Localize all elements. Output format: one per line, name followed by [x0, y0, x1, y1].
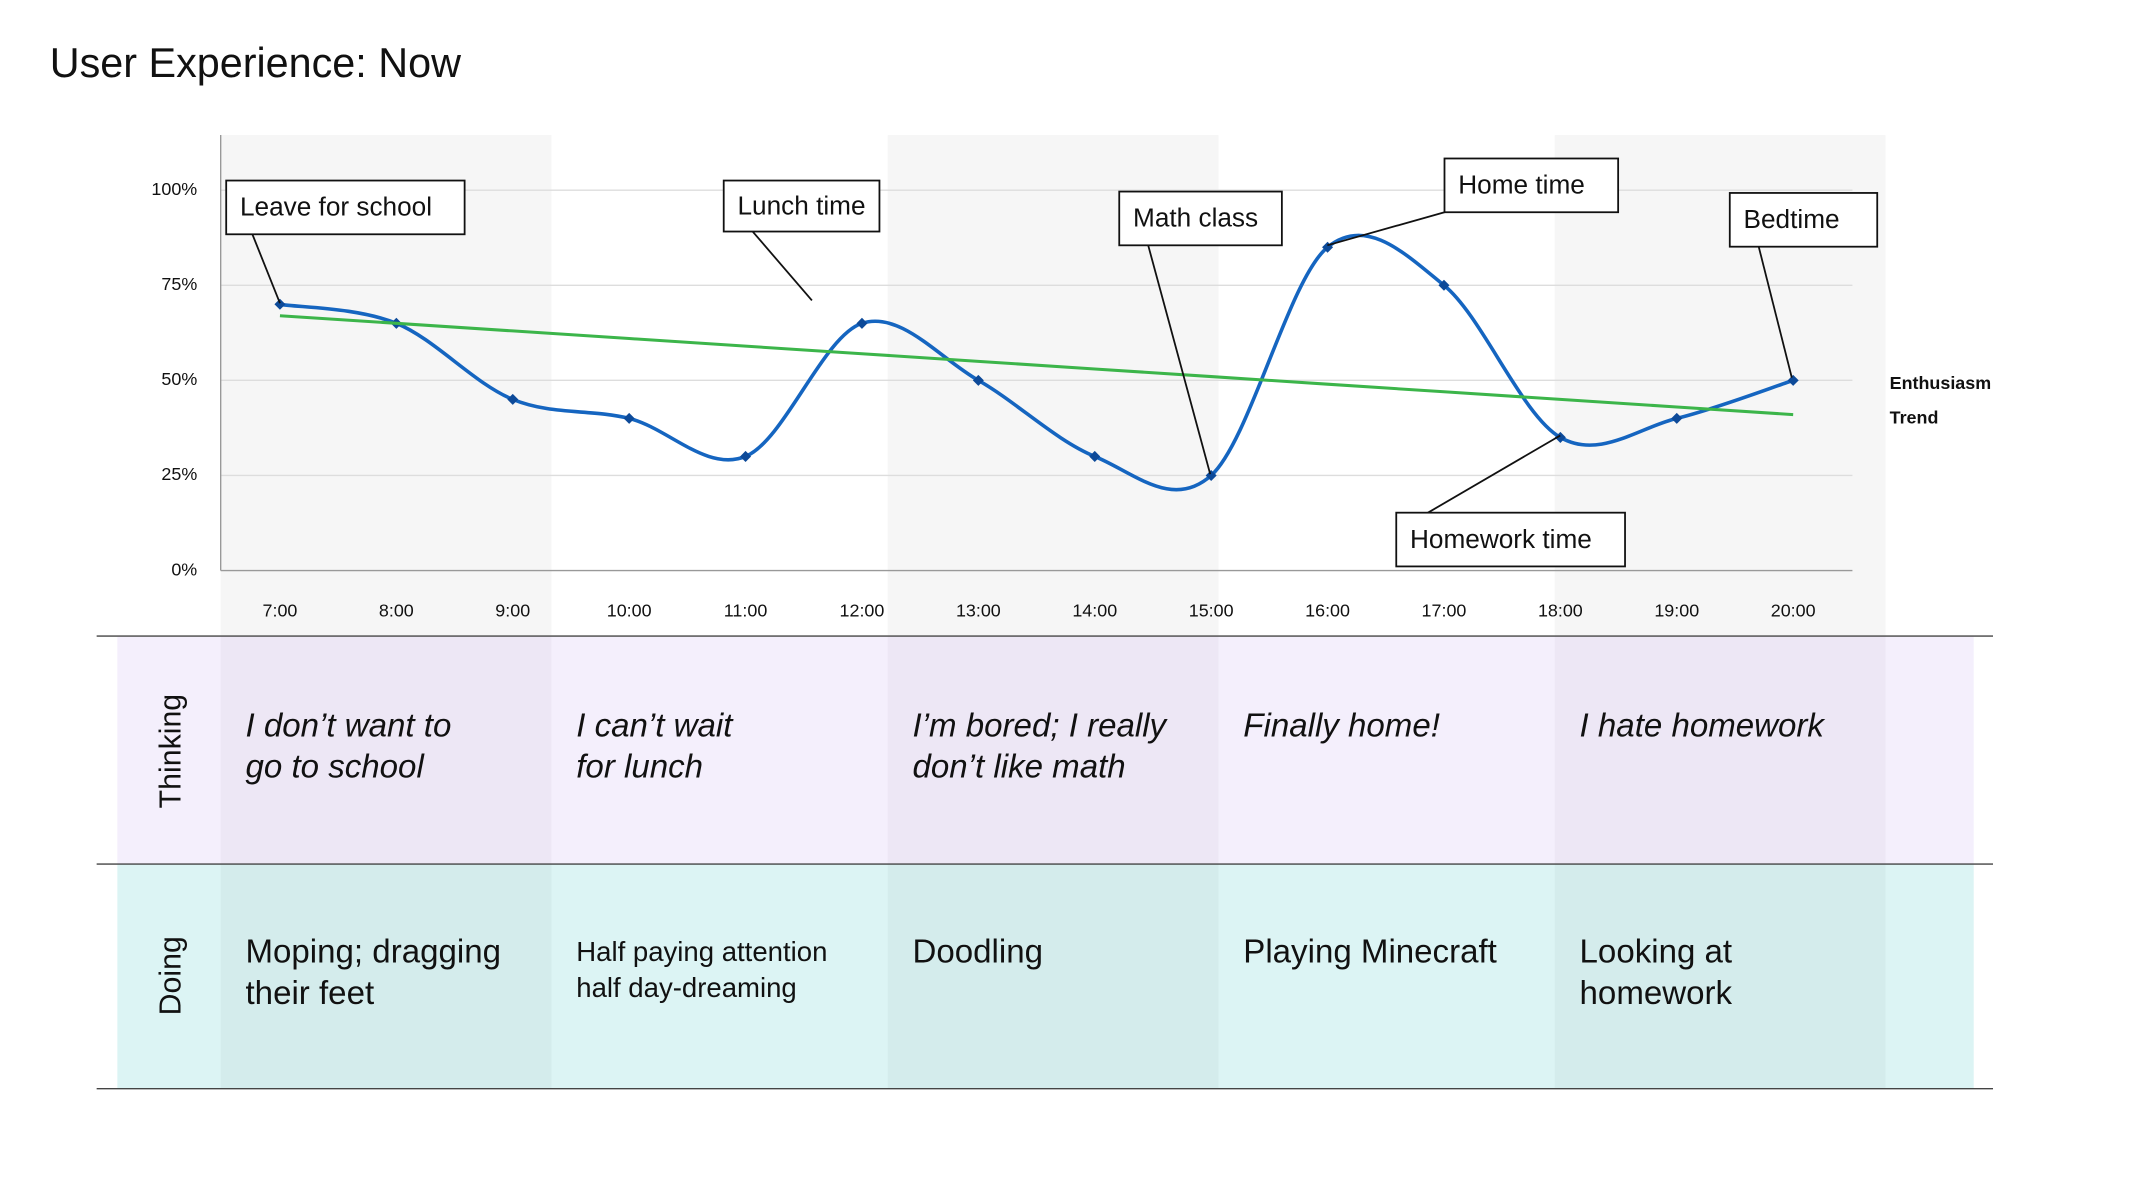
legend-label: Trend [1890, 408, 1939, 428]
band [1554, 864, 1886, 1089]
point [1205, 469, 1217, 481]
band [220, 864, 552, 1089]
x-tick-label: 7:00 [263, 601, 298, 621]
band [887, 636, 1219, 865]
x-tick-label: 15:00 [1189, 601, 1234, 621]
callout-line [751, 230, 813, 302]
thinking-text: don’t like math [913, 749, 1126, 786]
callout-label: Homework time [1410, 524, 1592, 554]
point [507, 393, 519, 405]
point [623, 412, 635, 424]
y-tick-label: 100% [151, 179, 197, 199]
doing-text: their feet [245, 975, 374, 1012]
thinking-text: go to school [245, 749, 425, 786]
callout-label: Bedtime [1744, 204, 1840, 234]
thinking-text: I don’t want to [245, 707, 451, 744]
doing-text: Playing Minecraft [1243, 933, 1497, 970]
point [1322, 241, 1334, 253]
x-tick-label: 16:00 [1305, 601, 1350, 621]
y-tick-label: 50% [161, 369, 197, 389]
point [1671, 412, 1683, 424]
x-tick-label: 9:00 [495, 601, 530, 621]
trend-line [279, 314, 1794, 417]
x-tick-label: 19:00 [1654, 601, 1699, 621]
x-tick-label: 12:00 [840, 601, 885, 621]
thinking-text: for lunch [576, 749, 703, 786]
point [1089, 450, 1101, 462]
doing-text: Moping; dragging [245, 933, 500, 970]
x-tick-label: 10:00 [607, 601, 652, 621]
callout-line [1147, 245, 1212, 475]
callout-box [225, 179, 466, 236]
point [972, 374, 984, 386]
doing-text: Doodling [913, 933, 1044, 970]
callout-box [722, 179, 881, 233]
legend-label: Enthusiasm [1890, 373, 1992, 393]
doing-text: Half paying attention [576, 936, 827, 967]
callout-box [1443, 157, 1620, 214]
doing-text: half day-dreaming [576, 972, 797, 1003]
page-title: User Experience: Now [50, 40, 461, 86]
callout-box [1118, 190, 1283, 247]
x-tick-label: 11:00 [724, 601, 768, 621]
doing-text: homework [1580, 975, 1733, 1012]
point [1787, 374, 1799, 386]
callout-label: Leave for school [240, 192, 432, 222]
row-label: Thinking [154, 694, 187, 809]
thinking-text: I can’t wait [576, 707, 734, 744]
y-tick-label: 25% [161, 464, 197, 484]
point [1554, 431, 1566, 443]
callout-line [1427, 434, 1561, 514]
x-tick-label: 14:00 [1072, 601, 1117, 621]
x-tick-label: 8:00 [379, 601, 414, 621]
callout-line [1327, 211, 1445, 247]
row-label: Doing [154, 936, 187, 1015]
callout-label: Home time [1458, 170, 1585, 200]
y-tick-label: 0% [171, 559, 197, 579]
thinking-text: Finally home! [1243, 707, 1440, 744]
callout-label: Lunch time [737, 190, 865, 220]
x-tick-label: 13:00 [956, 601, 1001, 621]
thinking-text: I’m bored; I really [913, 707, 1169, 744]
point [856, 317, 868, 329]
band [1554, 636, 1886, 865]
thinking-text: I hate homework [1580, 707, 1826, 744]
y-tick-label: 75% [161, 274, 197, 294]
x-tick-label: 17:00 [1422, 601, 1467, 621]
callout-line [1757, 246, 1793, 378]
callout-line [251, 233, 281, 304]
point [740, 450, 752, 462]
x-tick-label: 20:00 [1771, 601, 1816, 621]
band [220, 636, 552, 865]
callout-box [1395, 511, 1626, 568]
doing-text: Looking at [1580, 933, 1733, 970]
series-line [279, 233, 1794, 492]
callout-box [1728, 192, 1879, 248]
callout-label: Math class [1133, 203, 1258, 233]
x-tick-label: 18:00 [1538, 601, 1583, 621]
band [887, 864, 1219, 1089]
